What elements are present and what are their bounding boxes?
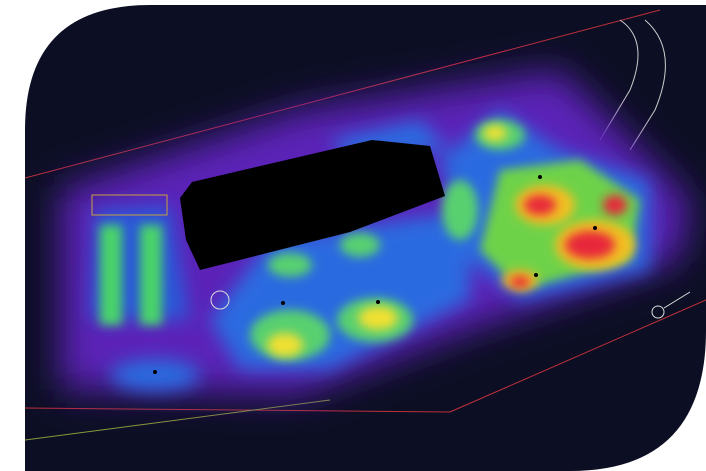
north-arrow — [651, 291, 691, 319]
property-line — [449, 299, 706, 413]
road-line — [629, 19, 666, 151]
heat-red — [510, 195, 627, 288]
landscape-mark — [210, 290, 230, 310]
property-line — [25, 407, 451, 413]
parking-outline — [91, 194, 168, 216]
plan — [25, 9, 706, 441]
road-line — [599, 19, 639, 141]
fixtures — [153, 175, 597, 374]
building — [180, 140, 445, 270]
property-line — [25, 9, 661, 179]
road-line — [25, 399, 331, 441]
